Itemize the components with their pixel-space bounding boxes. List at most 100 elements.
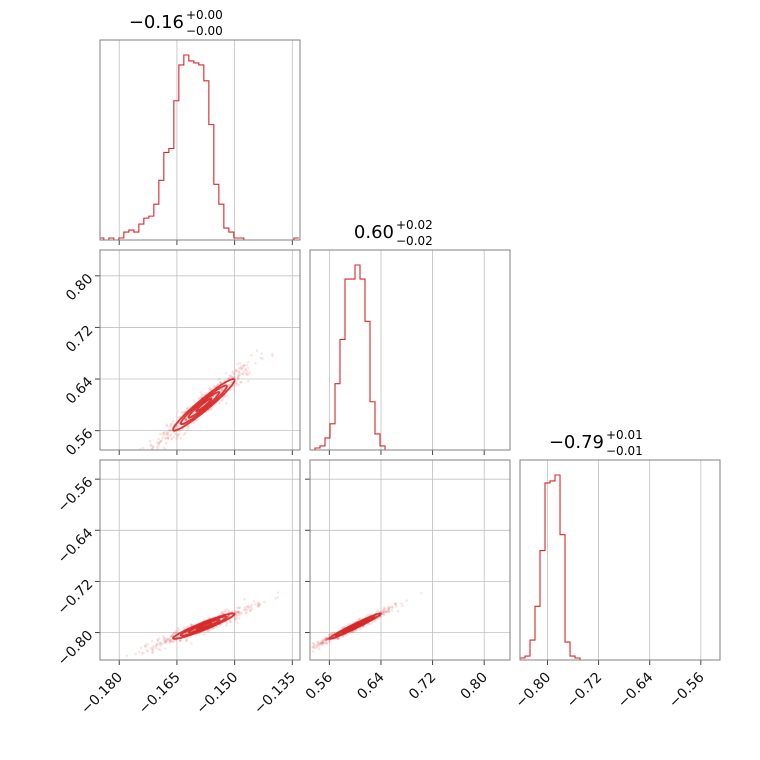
scatter-point bbox=[171, 632, 175, 636]
scatter-point bbox=[149, 443, 153, 446]
scatter-point bbox=[322, 637, 325, 641]
scatter-point bbox=[337, 637, 340, 640]
scatter-point bbox=[208, 387, 212, 390]
scatter-point bbox=[245, 363, 248, 367]
scatter-point bbox=[184, 417, 188, 421]
scatter-point bbox=[231, 371, 235, 375]
x-tick-label: 0.80 bbox=[458, 670, 491, 703]
scatter-point bbox=[235, 381, 238, 385]
scatter-point bbox=[233, 376, 237, 379]
contour-2 bbox=[179, 615, 228, 637]
scatter-point bbox=[261, 357, 264, 360]
scatter-point bbox=[227, 383, 231, 387]
scatter-point bbox=[321, 640, 325, 643]
scatter-point bbox=[234, 610, 238, 614]
scatter-point bbox=[179, 639, 182, 642]
scatter-point bbox=[246, 366, 250, 370]
scatter-point bbox=[220, 399, 224, 402]
scatter-point bbox=[164, 447, 167, 450]
scatter-point bbox=[144, 644, 148, 647]
y-tick-label: 0.64 bbox=[63, 374, 96, 407]
scatter-point bbox=[199, 391, 203, 394]
scatter-point bbox=[381, 610, 384, 614]
scatter-point bbox=[239, 367, 242, 370]
scatter-point bbox=[248, 606, 251, 610]
x-tick-label: −0.165 bbox=[136, 670, 184, 718]
scatter-point bbox=[209, 407, 213, 410]
panel-2-1 bbox=[305, 459, 511, 665]
scatter-point bbox=[204, 392, 208, 395]
scatter-point bbox=[325, 638, 329, 641]
scatter-point bbox=[233, 615, 237, 619]
y-tick-label: 0.80 bbox=[63, 271, 96, 304]
scatter-point bbox=[163, 647, 167, 650]
scatter-point bbox=[209, 407, 212, 411]
scatter-point bbox=[184, 417, 188, 421]
scatter-point bbox=[166, 431, 169, 434]
panel-frame bbox=[99, 459, 301, 661]
scatter-point bbox=[189, 623, 193, 626]
scatter-point bbox=[386, 606, 390, 609]
scatter-point bbox=[341, 635, 344, 638]
scatter-point bbox=[326, 637, 330, 641]
scatter-point bbox=[171, 640, 175, 644]
scatter-point bbox=[351, 630, 355, 633]
scatter-point bbox=[257, 602, 261, 605]
scatter-point bbox=[155, 643, 159, 647]
scatter-point bbox=[357, 617, 361, 621]
contour-0 bbox=[195, 397, 213, 413]
scatter-point bbox=[166, 637, 169, 641]
scatter-point bbox=[311, 642, 315, 645]
scatter-point bbox=[324, 641, 328, 645]
scatter-point bbox=[243, 597, 246, 601]
scatter-point bbox=[238, 361, 242, 365]
x-tick-label: −0.64 bbox=[615, 669, 657, 711]
scatter-point bbox=[134, 652, 138, 656]
x-tick-label: 0.72 bbox=[406, 670, 439, 703]
scatter-point bbox=[322, 641, 325, 645]
scatter-point bbox=[259, 603, 262, 606]
scatter-point bbox=[326, 637, 330, 641]
scatter-point bbox=[324, 639, 328, 642]
x-tick-label: −0.56 bbox=[666, 669, 708, 711]
scatter-point bbox=[159, 439, 163, 443]
scatter-point bbox=[162, 432, 166, 435]
histogram-1 bbox=[310, 264, 510, 450]
scatter-point bbox=[358, 617, 362, 621]
scatter-point bbox=[245, 608, 249, 611]
scatter-point bbox=[158, 642, 162, 646]
scatter-point bbox=[306, 646, 309, 649]
scatter-point bbox=[387, 608, 390, 611]
scatter-point bbox=[164, 639, 168, 643]
title-plus-1: +0.02 bbox=[396, 218, 433, 232]
scatter-point bbox=[236, 362, 239, 366]
scatter-point bbox=[313, 646, 316, 650]
scatter-point bbox=[381, 611, 385, 614]
scatter-point bbox=[394, 603, 398, 607]
scatter-point bbox=[182, 627, 186, 630]
scatter-point bbox=[237, 383, 240, 387]
contour-1 bbox=[187, 618, 221, 634]
panel-1-1 bbox=[309, 249, 511, 455]
scatter-point bbox=[157, 441, 161, 445]
scatter-point bbox=[387, 610, 391, 614]
scatter-point bbox=[169, 423, 173, 427]
scatter-point bbox=[149, 444, 153, 448]
scatter-point bbox=[178, 429, 181, 433]
scatter-point bbox=[221, 398, 225, 401]
scatter-point bbox=[238, 611, 241, 615]
panel-content bbox=[520, 460, 720, 660]
scatter-point bbox=[145, 648, 148, 652]
scatter-point bbox=[161, 431, 165, 435]
scatter-point bbox=[388, 606, 392, 610]
scatter-point bbox=[177, 433, 180, 436]
scatter-point bbox=[168, 638, 172, 642]
scatter-point bbox=[231, 370, 234, 373]
scatter-point bbox=[235, 382, 238, 386]
scatter-point bbox=[165, 639, 169, 642]
scatter-point bbox=[276, 596, 279, 599]
scatter-point bbox=[276, 591, 280, 594]
scatter-point bbox=[227, 614, 231, 618]
scatter-point bbox=[159, 648, 162, 652]
